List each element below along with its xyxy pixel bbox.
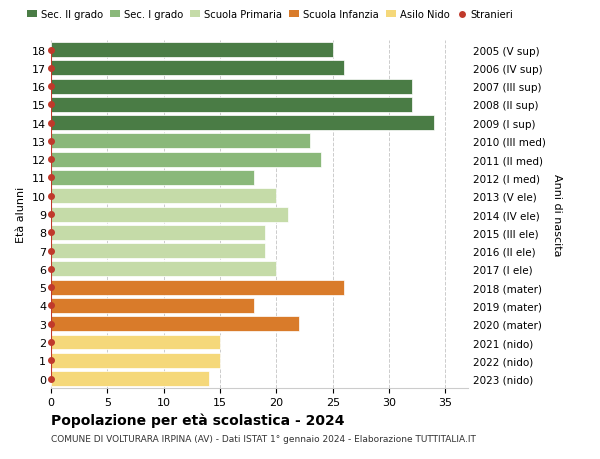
Bar [51, 171, 254, 185]
Bar [51, 280, 344, 295]
Point [46, 83, 56, 90]
Bar [51, 335, 220, 350]
Point [46, 156, 56, 163]
Y-axis label: Anni di nascita: Anni di nascita [553, 174, 562, 256]
Bar [51, 225, 265, 241]
Bar [51, 207, 287, 222]
Bar [51, 353, 220, 368]
Bar [51, 298, 254, 313]
Point [46, 193, 56, 200]
Point [46, 357, 56, 364]
Bar [51, 244, 265, 258]
Point [46, 302, 56, 309]
Point [46, 211, 56, 218]
Point [46, 375, 56, 382]
Bar [51, 116, 434, 131]
Point [46, 65, 56, 73]
Bar [51, 61, 344, 76]
Point [46, 247, 56, 255]
Point [46, 229, 56, 236]
Bar [51, 317, 299, 331]
Bar [51, 262, 277, 277]
Text: COMUNE DI VOLTURARA IRPINA (AV) - Dati ISTAT 1° gennaio 2024 - Elaborazione TUTT: COMUNE DI VOLTURARA IRPINA (AV) - Dati I… [51, 434, 476, 443]
Point [46, 120, 56, 127]
Bar [51, 371, 209, 386]
Point [46, 284, 56, 291]
Point [46, 266, 56, 273]
Bar [51, 152, 322, 168]
Text: Popolazione per età scolastica - 2024: Popolazione per età scolastica - 2024 [51, 413, 344, 428]
Bar [51, 98, 412, 112]
Bar [51, 43, 333, 58]
Bar [51, 189, 277, 204]
Point [46, 101, 56, 109]
Bar [51, 134, 310, 149]
Y-axis label: Età alunni: Età alunni [16, 186, 26, 243]
Point [46, 47, 56, 54]
Bar [51, 79, 412, 95]
Legend: Sec. II grado, Sec. I grado, Scuola Primaria, Scuola Infanzia, Asilo Nido, Stran: Sec. II grado, Sec. I grado, Scuola Prim… [23, 6, 517, 24]
Point [46, 339, 56, 346]
Point [46, 174, 56, 182]
Point [46, 320, 56, 328]
Point [46, 138, 56, 146]
